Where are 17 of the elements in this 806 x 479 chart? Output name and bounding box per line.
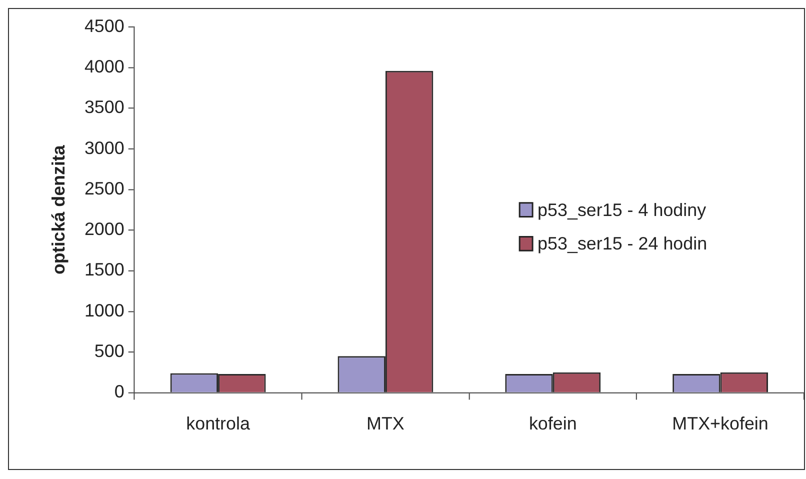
y-tick-label: 2500 xyxy=(84,178,124,198)
y-tick-label: 3000 xyxy=(84,138,124,158)
y-tick-label: 500 xyxy=(94,341,124,362)
y-tick-label: 1500 xyxy=(84,260,124,280)
x-tick-label: MTX+kofein xyxy=(672,413,768,434)
y-tick-label: 2000 xyxy=(84,219,124,240)
y-tick-label: 1000 xyxy=(84,300,124,320)
y-tick-label: 0 xyxy=(114,382,124,402)
x-tick-label: kontrola xyxy=(186,413,250,434)
y-tick-label: 3500 xyxy=(84,97,124,118)
legend-label: p53_ser15 - 24 hodin xyxy=(538,234,708,254)
y-tick-label: 4500 xyxy=(84,16,124,36)
legend-label: p53_ser15 - 4 hodiny xyxy=(538,200,706,220)
y-axis-title: optická denzita xyxy=(48,144,69,274)
y-tick-label: 4000 xyxy=(84,56,124,77)
x-tick-label: MTX xyxy=(366,413,404,434)
x-tick-label: kofein xyxy=(528,413,577,434)
